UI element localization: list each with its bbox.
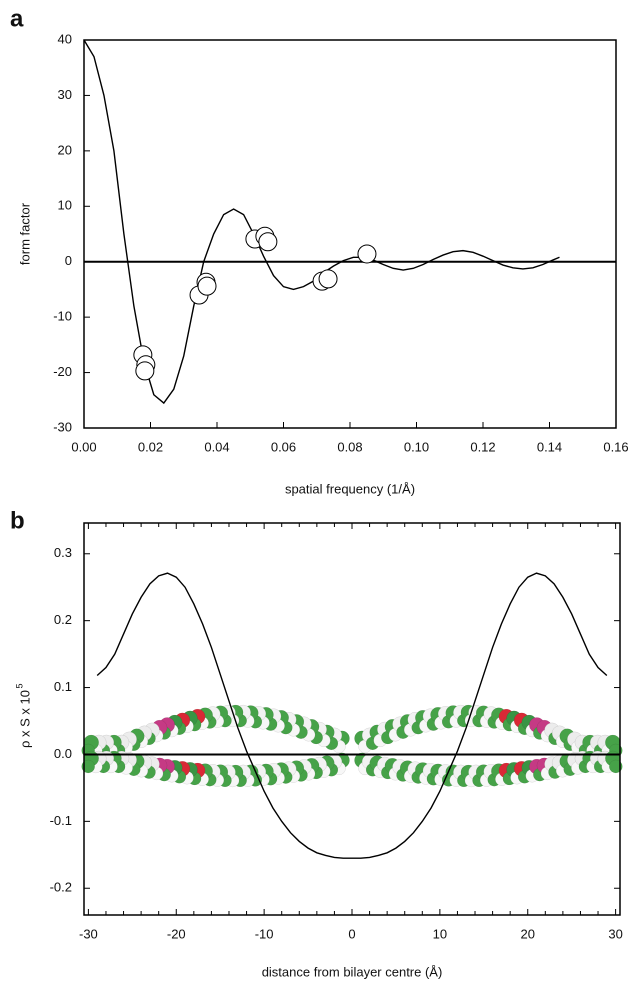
y-tick-label: 40 bbox=[58, 31, 72, 46]
y-tick-label: 0.3 bbox=[54, 545, 72, 560]
x-tick-label: 0.14 bbox=[537, 439, 562, 454]
x-tick-label: 0.06 bbox=[271, 439, 296, 454]
y-tick-label: 0.2 bbox=[54, 612, 72, 627]
y-tick-label: 0.0 bbox=[54, 746, 72, 761]
data-point bbox=[197, 276, 217, 296]
x-tick-label: 0.12 bbox=[470, 439, 495, 454]
curve bbox=[96, 572, 608, 859]
y-tick-label: -20 bbox=[53, 364, 72, 379]
y-axis-label: ρ x S x 10 bbox=[17, 690, 32, 748]
panel-label: a bbox=[10, 5, 24, 32]
data-point bbox=[135, 361, 155, 381]
x-tick-label: 0.04 bbox=[204, 439, 229, 454]
atom bbox=[81, 759, 95, 774]
x-tick-label: 20 bbox=[521, 926, 535, 941]
data-point bbox=[357, 244, 377, 264]
curve bbox=[83, 39, 560, 405]
x-tick-label: 0.16 bbox=[603, 439, 628, 454]
data-point bbox=[318, 269, 338, 289]
x-tick-label: 0.10 bbox=[404, 439, 429, 454]
y-tick-label: -0.2 bbox=[50, 880, 72, 895]
y-tick-label: 10 bbox=[58, 198, 72, 213]
y-tick-label: -10 bbox=[53, 309, 72, 324]
x-tick-label: 0 bbox=[348, 926, 355, 941]
y-tick-label: -30 bbox=[53, 419, 72, 434]
x-tick-label: -20 bbox=[167, 926, 186, 941]
y-tick-label: 0 bbox=[65, 253, 72, 268]
x-tick-label: 0.02 bbox=[138, 439, 163, 454]
plot-frame bbox=[83, 39, 617, 429]
x-axis-label: distance from bilayer centre (Å) bbox=[262, 964, 443, 979]
x-tick-label: 10 bbox=[433, 926, 447, 941]
panel-label: b bbox=[10, 507, 25, 534]
y-tick-label: -0.1 bbox=[50, 813, 72, 828]
y-tick-label: 30 bbox=[58, 87, 72, 102]
x-tick-label: 30 bbox=[608, 926, 622, 941]
y-axis-label-superscript: 5 bbox=[14, 684, 24, 689]
data-point bbox=[258, 232, 278, 252]
y-axis-label: form factor bbox=[17, 202, 32, 265]
x-tick-label: -30 bbox=[79, 926, 98, 941]
x-tick-label: 0.00 bbox=[71, 439, 96, 454]
molecule-image bbox=[81, 704, 623, 788]
x-tick-label: -10 bbox=[255, 926, 274, 941]
x-tick-label: 0.08 bbox=[337, 439, 362, 454]
atom bbox=[609, 759, 623, 774]
x-axis-label: spatial frequency (1/Å) bbox=[285, 481, 415, 496]
y-tick-label: 0.1 bbox=[54, 679, 72, 694]
y-tick-label: 20 bbox=[58, 142, 72, 157]
